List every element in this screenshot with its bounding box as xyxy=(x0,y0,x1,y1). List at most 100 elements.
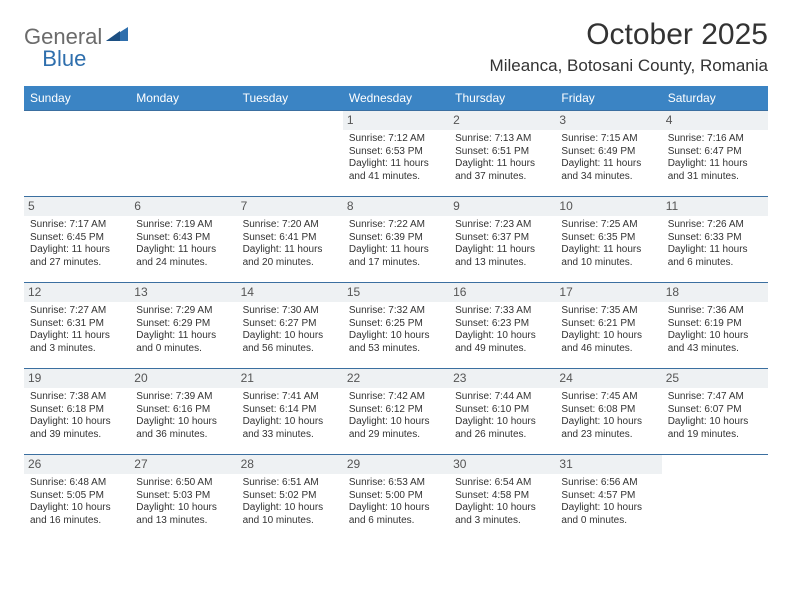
day-number: 14 xyxy=(237,283,343,302)
sunrise-text: Sunrise: 7:30 AM xyxy=(243,305,337,318)
day-number: 29 xyxy=(343,455,449,474)
daylight-text: Daylight: 10 hours and 6 minutes. xyxy=(349,502,443,527)
day-header: Wednesday xyxy=(343,86,449,111)
sunset-text: Sunset: 6:41 PM xyxy=(243,232,337,245)
day-number: 16 xyxy=(449,283,555,302)
calendar-week-row: 26Sunrise: 6:48 AMSunset: 5:05 PMDayligh… xyxy=(24,455,768,541)
sunset-text: Sunset: 6:49 PM xyxy=(561,146,655,159)
day-number: 1 xyxy=(343,111,449,130)
calendar-cell: 12Sunrise: 7:27 AMSunset: 6:31 PMDayligh… xyxy=(24,283,130,369)
logo-text-blue: Blue xyxy=(42,46,86,72)
calendar-cell xyxy=(662,455,768,541)
calendar-cell: 3Sunrise: 7:15 AMSunset: 6:49 PMDaylight… xyxy=(555,111,661,197)
calendar-week-row: 5Sunrise: 7:17 AMSunset: 6:45 PMDaylight… xyxy=(24,197,768,283)
daylight-text: Daylight: 10 hours and 0 minutes. xyxy=(561,502,655,527)
daylight-text: Daylight: 10 hours and 16 minutes. xyxy=(30,502,124,527)
daylight-text: Daylight: 11 hours and 0 minutes. xyxy=(136,330,230,355)
daylight-text: Daylight: 11 hours and 3 minutes. xyxy=(30,330,124,355)
calendar-cell: 5 Sunrise: 7:17 AMSunset: 6:45 PMDaylight… xyxy=(24,197,130,283)
sunrise-text: Sunrise: 7:17 AM xyxy=(30,219,124,232)
sunset-text: Sunset: 6:18 PM xyxy=(30,404,124,417)
daylight-text: Daylight: 11 hours and 10 minutes. xyxy=(561,244,655,269)
sunrise-text: Sunrise: 7:29 AM xyxy=(136,305,230,318)
sunrise-text: Sunrise: 7:27 AM xyxy=(30,305,124,318)
daylight-text: Daylight: 10 hours and 19 minutes. xyxy=(668,416,762,441)
calendar-cell: 11Sunrise: 7:26 AMSunset: 6:33 PMDayligh… xyxy=(662,197,768,283)
day-number: 30 xyxy=(449,455,555,474)
day-number: 3 xyxy=(555,111,661,130)
sunrise-text: Sunrise: 7:32 AM xyxy=(349,305,443,318)
calendar-cell: 23Sunrise: 7:44 AMSunset: 6:10 PMDayligh… xyxy=(449,369,555,455)
sunset-text: Sunset: 4:58 PM xyxy=(455,490,549,503)
sunrise-text: Sunrise: 7:47 AM xyxy=(668,391,762,404)
calendar-cell: 9Sunrise: 7:23 AMSunset: 6:37 PMDaylight… xyxy=(449,197,555,283)
calendar-cell: 7Sunrise: 7:20 AMSunset: 6:41 PMDaylight… xyxy=(237,197,343,283)
daylight-text: Daylight: 11 hours and 34 minutes. xyxy=(561,158,655,183)
sunrise-text: Sunrise: 6:56 AM xyxy=(561,477,655,490)
month-title: October 2025 xyxy=(490,18,768,52)
sunset-text: Sunset: 6:47 PM xyxy=(668,146,762,159)
sunset-text: Sunset: 5:03 PM xyxy=(136,490,230,503)
calendar-week-row: 19Sunrise: 7:38 AMSunset: 6:18 PMDayligh… xyxy=(24,369,768,455)
calendar-week-row: 1Sunrise: 7:12 AMSunset: 6:53 PMDaylight… xyxy=(24,111,768,197)
sunset-text: Sunset: 6:21 PM xyxy=(561,318,655,331)
calendar-cell: 2Sunrise: 7:13 AMSunset: 6:51 PMDaylight… xyxy=(449,111,555,197)
daylight-text: Daylight: 11 hours and 31 minutes. xyxy=(668,158,762,183)
calendar-cell: 6Sunrise: 7:19 AMSunset: 6:43 PMDaylight… xyxy=(130,197,236,283)
sunset-text: Sunset: 6:37 PM xyxy=(455,232,549,245)
calendar-cell: 14Sunrise: 7:30 AMSunset: 6:27 PMDayligh… xyxy=(237,283,343,369)
day-number: 17 xyxy=(555,283,661,302)
sunrise-text: Sunrise: 7:23 AM xyxy=(455,219,549,232)
day-number: 19 xyxy=(24,369,130,388)
day-header: Saturday xyxy=(662,86,768,111)
calendar-body: 1Sunrise: 7:12 AMSunset: 6:53 PMDaylight… xyxy=(24,111,768,541)
sunset-text: Sunset: 5:00 PM xyxy=(349,490,443,503)
sunrise-text: Sunrise: 7:26 AM xyxy=(668,219,762,232)
day-number: 18 xyxy=(662,283,768,302)
daylight-text: Daylight: 10 hours and 49 minutes. xyxy=(455,330,549,355)
calendar-cell: 24Sunrise: 7:45 AMSunset: 6:08 PMDayligh… xyxy=(555,369,661,455)
day-number: 11 xyxy=(662,197,768,216)
sunrise-text: Sunrise: 7:13 AM xyxy=(455,133,549,146)
calendar-table: SundayMondayTuesdayWednesdayThursdayFrid… xyxy=(24,86,768,541)
daylight-text: Daylight: 11 hours and 37 minutes. xyxy=(455,158,549,183)
daylight-text: Daylight: 11 hours and 27 minutes. xyxy=(30,244,124,269)
sunrise-text: Sunrise: 7:12 AM xyxy=(349,133,443,146)
day-number: 15 xyxy=(343,283,449,302)
calendar-cell: 15Sunrise: 7:32 AMSunset: 6:25 PMDayligh… xyxy=(343,283,449,369)
calendar-cell: 13Sunrise: 7:29 AMSunset: 6:29 PMDayligh… xyxy=(130,283,236,369)
sunset-text: Sunset: 6:45 PM xyxy=(30,232,124,245)
calendar-cell: 28Sunrise: 6:51 AMSunset: 5:02 PMDayligh… xyxy=(237,455,343,541)
calendar-cell: 18Sunrise: 7:36 AMSunset: 6:19 PMDayligh… xyxy=(662,283,768,369)
day-number: 4 xyxy=(662,111,768,130)
calendar-cell xyxy=(237,111,343,197)
calendar-cell: 27Sunrise: 6:50 AMSunset: 5:03 PMDayligh… xyxy=(130,455,236,541)
sunrise-text: Sunrise: 7:25 AM xyxy=(561,219,655,232)
day-number: 27 xyxy=(130,455,236,474)
day-number: 5 xyxy=(24,197,130,216)
daylight-text: Daylight: 10 hours and 56 minutes. xyxy=(243,330,337,355)
sunset-text: Sunset: 6:10 PM xyxy=(455,404,549,417)
day-header-row: SundayMondayTuesdayWednesdayThursdayFrid… xyxy=(24,86,768,111)
day-number: 25 xyxy=(662,369,768,388)
calendar-cell: 10Sunrise: 7:25 AMSunset: 6:35 PMDayligh… xyxy=(555,197,661,283)
calendar-cell: 21Sunrise: 7:41 AMSunset: 6:14 PMDayligh… xyxy=(237,369,343,455)
day-number: 12 xyxy=(24,283,130,302)
calendar-week-row: 12Sunrise: 7:27 AMSunset: 6:31 PMDayligh… xyxy=(24,283,768,369)
logo: General Blue xyxy=(24,18,176,50)
calendar-cell: 29Sunrise: 6:53 AMSunset: 5:00 PMDayligh… xyxy=(343,455,449,541)
sunrise-text: Sunrise: 6:54 AM xyxy=(455,477,549,490)
sunrise-text: Sunrise: 7:19 AM xyxy=(136,219,230,232)
calendar-cell: 1Sunrise: 7:12 AMSunset: 6:53 PMDaylight… xyxy=(343,111,449,197)
day-number: 28 xyxy=(237,455,343,474)
daylight-text: Daylight: 10 hours and 39 minutes. xyxy=(30,416,124,441)
day-number: 13 xyxy=(130,283,236,302)
day-number: 22 xyxy=(343,369,449,388)
day-header: Thursday xyxy=(449,86,555,111)
calendar-cell: 8Sunrise: 7:22 AMSunset: 6:39 PMDaylight… xyxy=(343,197,449,283)
header: General Blue October 2025 Mileanca, Boto… xyxy=(24,18,768,76)
calendar-cell: 25Sunrise: 7:47 AMSunset: 6:07 PMDayligh… xyxy=(662,369,768,455)
sunset-text: Sunset: 6:43 PM xyxy=(136,232,230,245)
daylight-text: Daylight: 11 hours and 17 minutes. xyxy=(349,244,443,269)
day-header: Friday xyxy=(555,86,661,111)
